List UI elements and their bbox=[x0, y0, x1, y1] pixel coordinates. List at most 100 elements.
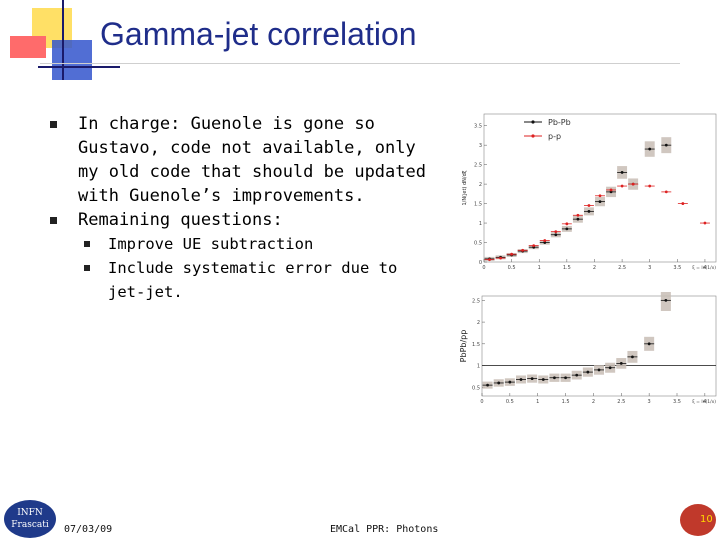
x-tick-label: 3.5 bbox=[673, 265, 681, 271]
data-point bbox=[519, 378, 523, 381]
bullet-square-icon bbox=[84, 241, 90, 247]
x-tick-label: 2 bbox=[593, 265, 596, 271]
x-tick-label: 0.5 bbox=[506, 399, 514, 405]
data-point bbox=[609, 188, 613, 192]
sub-bullet-item: Include systematic error due to jet-jet. bbox=[50, 256, 430, 304]
y-tick-label: 2 bbox=[477, 320, 480, 326]
data-point bbox=[488, 258, 491, 262]
y-axis-label: PbPb/pp bbox=[460, 330, 468, 363]
x-tick-label: 0 bbox=[480, 399, 483, 405]
sub-bullet-text: Include systematic error due to jet-jet. bbox=[108, 259, 398, 301]
legend-label: p-p bbox=[548, 132, 561, 141]
data-point bbox=[532, 244, 536, 248]
data-point bbox=[598, 194, 602, 198]
bullet-square-icon bbox=[50, 217, 57, 224]
data-point bbox=[521, 248, 525, 252]
bullet-square-icon bbox=[50, 121, 57, 128]
decor-vertical-line bbox=[62, 0, 64, 80]
decor-red-square bbox=[10, 36, 46, 58]
bullet-list: In charge: Guenole is gone so Gustavo, c… bbox=[50, 112, 430, 304]
data-point bbox=[565, 227, 569, 231]
data-point bbox=[664, 143, 668, 147]
y-tick-label: 0.5 bbox=[474, 241, 482, 247]
footer-date: 07/03/09 bbox=[64, 524, 113, 535]
data-point bbox=[486, 383, 489, 387]
data-point bbox=[647, 342, 651, 346]
x-tick-label: 0.5 bbox=[508, 265, 516, 271]
x-tick-label: 3 bbox=[648, 265, 651, 271]
bullet-item: In charge: Guenole is gone so Gustavo, c… bbox=[50, 112, 430, 208]
data-point bbox=[564, 376, 567, 380]
data-point bbox=[587, 209, 591, 213]
x-tick-label: 2.5 bbox=[617, 399, 625, 405]
data-point bbox=[664, 190, 668, 194]
legend-marker bbox=[531, 134, 535, 138]
chart-ratio: PbPb/pp 0 0.5 1 1.5 2 2.5 3 3.5 4ξ = ln(1/x) 0.5 1 1… bbox=[460, 292, 717, 405]
logo-text: INFN Frascati bbox=[11, 508, 49, 530]
x-tick-label: 4 bbox=[703, 399, 706, 405]
x-axis-label: ξ = ln(1/x) bbox=[692, 265, 716, 271]
data-point bbox=[576, 213, 580, 217]
legend-label: Pb-Pb bbox=[548, 118, 571, 127]
data-point bbox=[664, 298, 668, 302]
y-tick-label: 3.5 bbox=[474, 124, 482, 130]
data-point bbox=[576, 217, 580, 221]
data-point bbox=[609, 190, 613, 194]
right-logo-icon bbox=[680, 504, 716, 536]
data-point bbox=[598, 200, 602, 204]
y-tick-label: 1 bbox=[477, 364, 480, 370]
x-tick-label: 1.5 bbox=[563, 265, 571, 271]
bullet-square-icon bbox=[84, 265, 90, 271]
y-tick-label: 2.5 bbox=[474, 163, 482, 169]
y-axis-label: 1/N(jet) dN/dξ bbox=[462, 170, 468, 205]
data-point bbox=[553, 376, 556, 380]
data-point bbox=[631, 182, 635, 186]
data-point bbox=[565, 222, 569, 226]
data-point bbox=[510, 252, 514, 256]
sub-bullet-item: Improve UE subtraction bbox=[50, 232, 430, 256]
y-tick-label: 1.5 bbox=[472, 342, 480, 348]
data-point bbox=[648, 147, 652, 151]
data-point bbox=[597, 368, 601, 372]
data-point bbox=[681, 202, 685, 205]
decor-horizontal-line bbox=[38, 66, 120, 68]
x-tick-label: 1.5 bbox=[562, 399, 570, 405]
chart-distribution: 1/N(jet) dN/dξ 0 0.5 1 1.5 2 2.5 3 3.5 4ξ = ln(1/… bbox=[462, 113, 717, 271]
page-number: 10 bbox=[700, 514, 713, 525]
y-tick-label: 3 bbox=[479, 143, 482, 149]
x-tick-label: 0 bbox=[482, 265, 485, 271]
data-point bbox=[554, 233, 558, 237]
data-point bbox=[703, 221, 707, 225]
bullet-item: Remaining questions: bbox=[50, 208, 430, 232]
x-tick-label: 2 bbox=[592, 399, 595, 405]
slide-title: Gamma-jet correlation bbox=[100, 16, 417, 52]
bullet-text: Remaining questions: bbox=[78, 210, 283, 230]
legend-marker bbox=[531, 120, 535, 124]
sub-bullet-text: Improve UE subtraction bbox=[108, 235, 314, 253]
data-point bbox=[575, 373, 579, 377]
x-tick-label: 3.5 bbox=[673, 399, 681, 405]
infn-logo: INFN Frascati bbox=[4, 500, 56, 538]
bullet-text: In charge: Guenole is gone so Gustavo, c… bbox=[78, 114, 426, 206]
title-rule bbox=[40, 63, 680, 64]
y-tick-label: 0.5 bbox=[472, 385, 480, 391]
y-tick-label: 1 bbox=[479, 221, 482, 227]
data-point bbox=[554, 230, 558, 234]
data-point bbox=[508, 380, 512, 384]
y-tick-label: 2.5 bbox=[472, 298, 480, 304]
data-point bbox=[587, 204, 591, 207]
data-point bbox=[541, 378, 545, 381]
data-point bbox=[530, 377, 534, 381]
data-point bbox=[608, 366, 612, 370]
plot-frame bbox=[483, 113, 717, 263]
data-point bbox=[620, 184, 624, 188]
footer-title: EMCal PPR: Photons bbox=[330, 524, 439, 535]
decor-blue-square bbox=[52, 40, 92, 80]
x-tick-label: 4 bbox=[703, 265, 706, 271]
data-point bbox=[619, 361, 623, 365]
y-tick-label: 2 bbox=[479, 182, 482, 188]
data-point bbox=[499, 256, 502, 260]
x-axis-label: ξ = ln(1/x) bbox=[692, 399, 716, 405]
data-point bbox=[631, 355, 634, 359]
x-tick-label: 2.5 bbox=[618, 265, 626, 271]
